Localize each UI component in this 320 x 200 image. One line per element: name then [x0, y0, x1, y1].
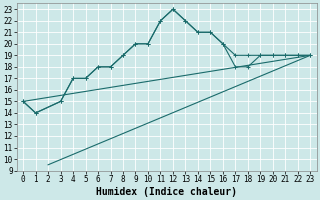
X-axis label: Humidex (Indice chaleur): Humidex (Indice chaleur): [96, 186, 237, 197]
